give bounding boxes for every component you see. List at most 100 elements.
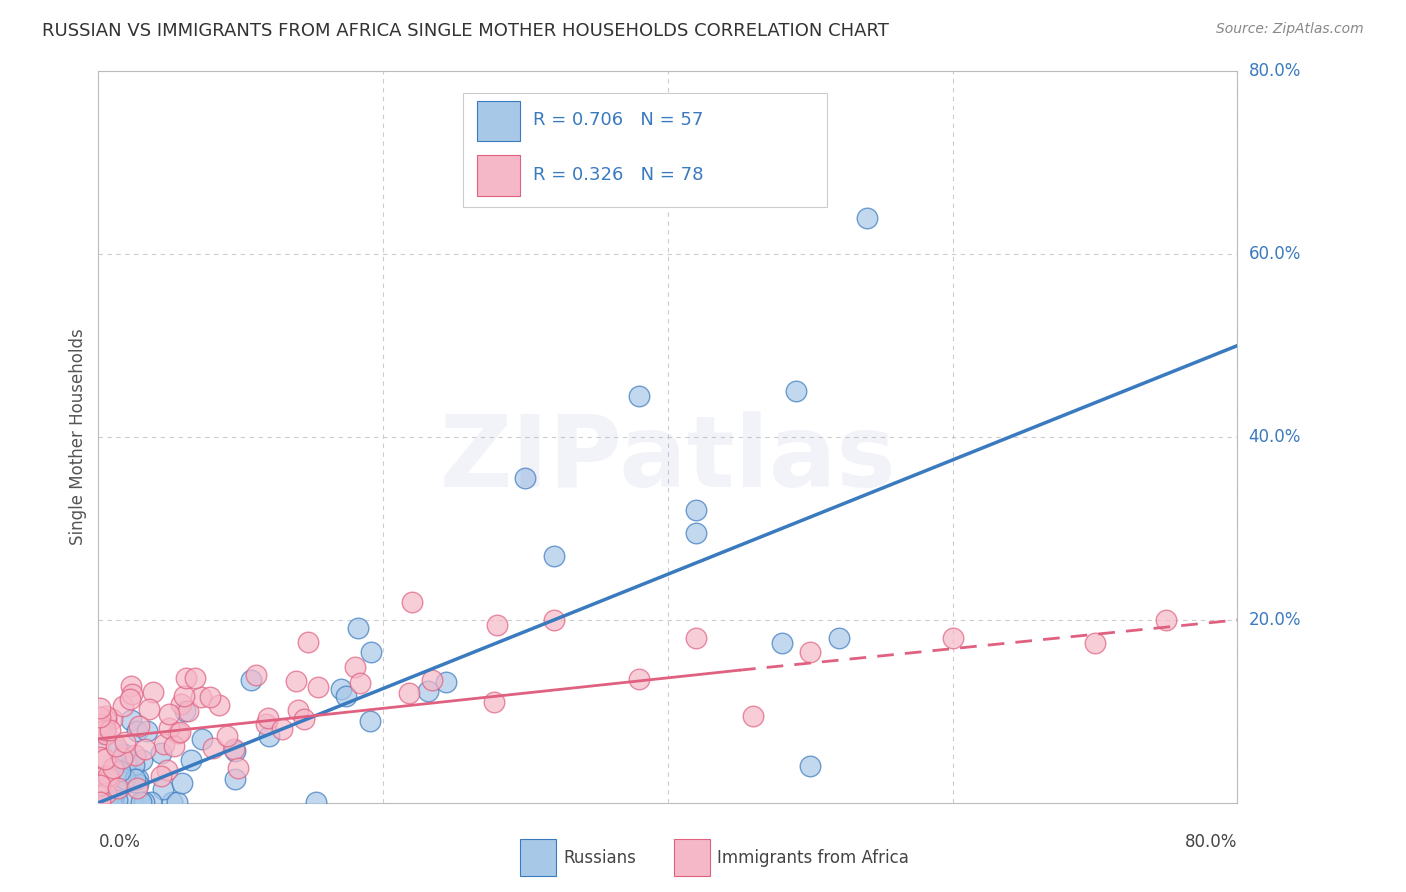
FancyBboxPatch shape [463, 94, 827, 207]
Point [335, 689, 357, 703]
Text: 80.0%: 80.0% [1249, 62, 1301, 80]
Point [139, 795, 162, 809]
Point [127, 772, 149, 786]
Point [96, 786, 118, 800]
Point [157, 706, 180, 721]
Point [120, 713, 142, 727]
Point [226, 761, 249, 775]
Text: 80.0%: 80.0% [1185, 833, 1237, 851]
Point [284, 673, 307, 688]
Point [89, 750, 111, 764]
Point [1084, 636, 1107, 650]
Point [91, 795, 114, 809]
Point [135, 723, 157, 738]
Point [271, 723, 294, 737]
Point [799, 759, 821, 773]
Text: RUSSIAN VS IMMIGRANTS FROM AFRICA SINGLE MOTHER HOUSEHOLDS CORRELATION CHART: RUSSIAN VS IMMIGRANTS FROM AFRICA SINGLE… [42, 22, 889, 40]
Point [94, 709, 117, 723]
Point [349, 675, 371, 690]
Point [543, 549, 565, 563]
Text: 40.0%: 40.0% [1249, 428, 1301, 446]
Point [257, 711, 280, 725]
Point [434, 675, 457, 690]
Text: Source: ZipAtlas.com: Source: ZipAtlas.com [1216, 22, 1364, 37]
Point [134, 742, 156, 756]
Point [307, 680, 329, 694]
Text: R = 0.326   N = 78: R = 0.326 N = 78 [533, 166, 704, 185]
Point [942, 632, 965, 646]
Point [297, 635, 319, 649]
Point [799, 645, 821, 659]
Point [89, 701, 111, 715]
Text: ZIPatlas: ZIPatlas [440, 410, 896, 508]
Point [91, 795, 114, 809]
Point [129, 795, 152, 809]
Point [176, 671, 198, 685]
Point [96, 713, 118, 727]
Point [770, 636, 793, 650]
Point [114, 756, 136, 770]
Point [155, 764, 177, 778]
Point [111, 751, 134, 765]
Point [97, 769, 120, 783]
Point [245, 668, 267, 682]
Point [120, 679, 142, 693]
Point [120, 692, 142, 706]
Point [742, 709, 765, 723]
Point [104, 739, 127, 753]
Point [486, 617, 509, 632]
Point [138, 702, 160, 716]
Point [121, 795, 143, 809]
Point [685, 526, 707, 541]
Text: 0.0%: 0.0% [98, 833, 141, 851]
Y-axis label: Single Mother Households: Single Mother Households [69, 329, 87, 545]
Point [89, 731, 111, 746]
Point [170, 776, 193, 790]
Point [101, 761, 124, 775]
Point [101, 713, 124, 727]
Point [856, 211, 879, 225]
Point [173, 689, 195, 703]
Point [254, 717, 277, 731]
Point [101, 795, 124, 809]
Point [127, 777, 149, 791]
Point [420, 673, 443, 687]
Point [107, 743, 129, 757]
Point [105, 793, 128, 807]
Point [184, 671, 207, 685]
Point [105, 782, 128, 797]
Point [628, 673, 651, 687]
Point [89, 778, 111, 792]
Point [98, 772, 121, 786]
Point [1154, 613, 1177, 627]
Point [215, 729, 238, 743]
Point [685, 503, 707, 517]
FancyBboxPatch shape [477, 101, 520, 141]
Point [100, 795, 122, 809]
Point [91, 726, 114, 740]
Point [152, 737, 174, 751]
Text: 60.0%: 60.0% [1249, 245, 1301, 263]
Point [292, 713, 315, 727]
Point [201, 741, 224, 756]
Point [543, 613, 565, 627]
Point [198, 690, 221, 705]
Point [191, 732, 214, 747]
Point [89, 795, 111, 809]
Point [190, 690, 212, 704]
Point [287, 703, 309, 717]
Point [482, 695, 505, 709]
Point [132, 795, 155, 809]
Point [208, 698, 231, 713]
Point [401, 594, 423, 608]
Point [224, 744, 246, 758]
Point [515, 471, 537, 485]
Point [347, 621, 370, 635]
Point [170, 697, 193, 711]
Point [224, 742, 246, 756]
Point [93, 723, 115, 737]
Point [107, 780, 129, 795]
Point [112, 698, 135, 713]
Point [239, 673, 262, 688]
Text: Immigrants from Africa: Immigrants from Africa [717, 848, 908, 867]
